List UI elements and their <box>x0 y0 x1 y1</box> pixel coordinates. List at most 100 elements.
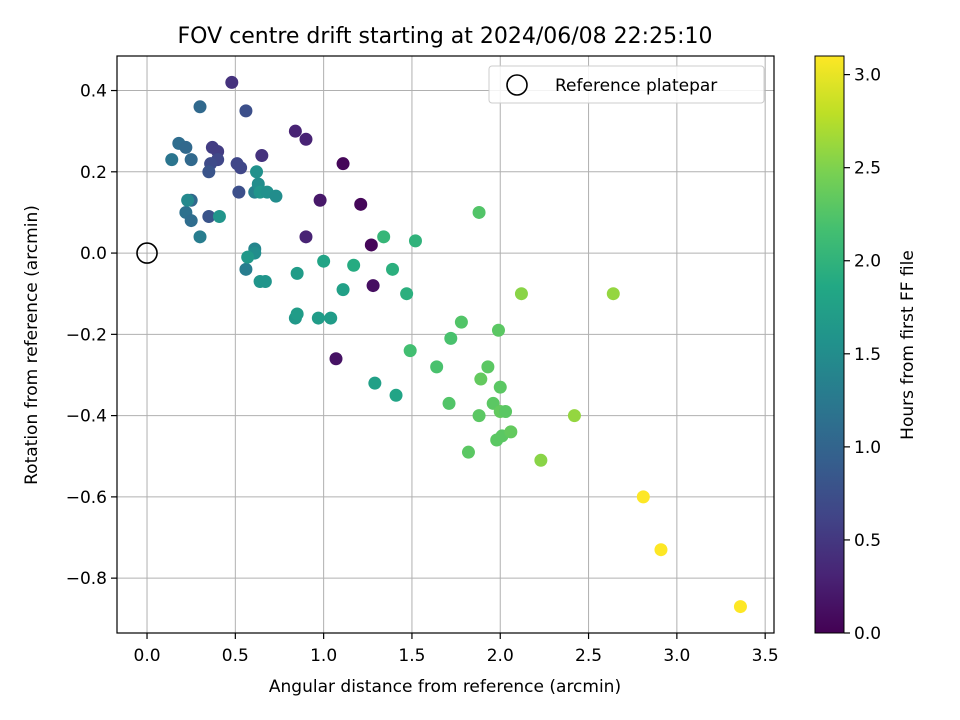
data-point <box>184 153 198 167</box>
legend-entry-reference-platepar: Reference platepar <box>555 76 717 96</box>
grid <box>117 56 774 633</box>
data-point <box>454 315 468 329</box>
colorbar-tick-label: 0.0 <box>854 624 881 644</box>
data-point <box>491 323 505 337</box>
data-point <box>165 153 179 167</box>
data-point <box>347 258 361 272</box>
data-point <box>239 104 253 118</box>
data-point <box>202 210 216 224</box>
x-axis-ticks: 0.0 0.5 1.0 1.5 2.0 2.5 3.0 3.5 <box>134 633 779 666</box>
colorbar-tick-label: 0.5 <box>854 531 881 551</box>
data-point <box>493 380 507 394</box>
data-point <box>250 165 264 179</box>
data-point <box>232 185 246 199</box>
colorbar-tick-label: 2.0 <box>854 252 881 272</box>
data-point <box>499 405 513 419</box>
x-tick-label: 0.0 <box>134 646 161 666</box>
x-tick-label: 1.0 <box>310 646 337 666</box>
data-point <box>241 250 255 264</box>
colorbar-tick-label: 1.5 <box>854 345 881 365</box>
data-point <box>442 396 456 410</box>
data-point <box>193 230 207 244</box>
data-point <box>288 124 302 138</box>
data-point <box>299 132 313 146</box>
data-point <box>472 205 486 219</box>
data-point <box>234 161 248 175</box>
data-point <box>474 372 488 386</box>
legend-box <box>488 65 765 104</box>
data-point <box>336 283 350 297</box>
data-point <box>461 445 475 459</box>
colorbar <box>814 55 845 634</box>
data-point <box>481 360 495 374</box>
data-point <box>324 311 338 325</box>
data-point <box>239 262 253 276</box>
colorbar-tick-label: 2.5 <box>854 159 881 179</box>
colorbar-label: Hours from first FF file <box>898 250 918 440</box>
data-point <box>366 279 380 293</box>
data-point <box>290 266 304 280</box>
y-tick-label: −0.8 <box>66 569 107 589</box>
y-tick-label: 0.2 <box>80 163 107 183</box>
data-point <box>329 352 343 366</box>
data-point <box>364 238 378 252</box>
data-point <box>225 75 239 89</box>
data-point <box>430 360 444 374</box>
data-point <box>377 230 391 244</box>
y-axis-label: Rotation from reference (arcmin) <box>22 205 42 485</box>
y-tick-label: 0.4 <box>80 82 107 102</box>
x-tick-label: 0.5 <box>222 646 249 666</box>
data-point <box>400 287 414 301</box>
data-point <box>403 344 417 358</box>
x-tick-label: 3.5 <box>752 646 779 666</box>
data-point <box>514 287 528 301</box>
data-point <box>179 140 193 154</box>
data-point <box>408 234 422 248</box>
data-point <box>317 254 331 268</box>
data-point <box>202 165 216 179</box>
x-tick-label: 2.0 <box>487 646 514 666</box>
data-point <box>654 543 668 557</box>
data-point <box>336 157 350 171</box>
y-tick-label: −0.6 <box>66 488 107 508</box>
y-tick-label: −0.2 <box>66 325 107 345</box>
x-axis-label: Angular distance from reference (arcmin) <box>269 677 621 697</box>
data-point <box>269 189 283 203</box>
data-point <box>181 193 195 207</box>
data-point <box>386 262 400 276</box>
plot-frame <box>116 55 775 634</box>
data-point <box>606 287 620 301</box>
data-point <box>354 197 368 211</box>
data-point <box>389 388 403 402</box>
data-point <box>212 210 226 224</box>
chart-title: FOV centre drift starting at 2024/06/08 … <box>178 24 713 49</box>
data-point <box>444 331 458 345</box>
data-point <box>733 600 747 614</box>
data-point <box>567 409 581 423</box>
scatter-points <box>165 75 747 614</box>
data-point <box>290 307 304 321</box>
data-point <box>534 453 548 467</box>
data-point <box>504 425 518 439</box>
data-point <box>636 490 650 504</box>
colorbar-ticks: 0.0 0.5 1.0 1.5 2.0 2.5 3.0 <box>844 66 881 644</box>
colorbar-tick-label: 1.0 <box>854 438 881 458</box>
legend: Reference platepar <box>488 65 765 104</box>
x-tick-label: 2.5 <box>575 646 602 666</box>
data-point <box>368 376 382 390</box>
legend-marker-icon <box>506 74 528 96</box>
data-point <box>193 100 207 114</box>
y-tick-label: −0.4 <box>66 407 107 427</box>
data-point <box>255 149 269 163</box>
data-point <box>184 214 198 228</box>
data-point <box>258 275 272 289</box>
y-axis-ticks: −0.8 −0.6 −0.4 −0.2 0.0 0.2 0.4 <box>66 82 117 589</box>
x-tick-label: 3.0 <box>663 646 690 666</box>
reference-platepar-marker <box>136 242 158 264</box>
data-point <box>299 230 313 244</box>
y-tick-label: 0.0 <box>80 244 107 264</box>
data-point <box>472 409 486 423</box>
data-point <box>313 193 327 207</box>
colorbar-tick-label: 3.0 <box>854 66 881 86</box>
